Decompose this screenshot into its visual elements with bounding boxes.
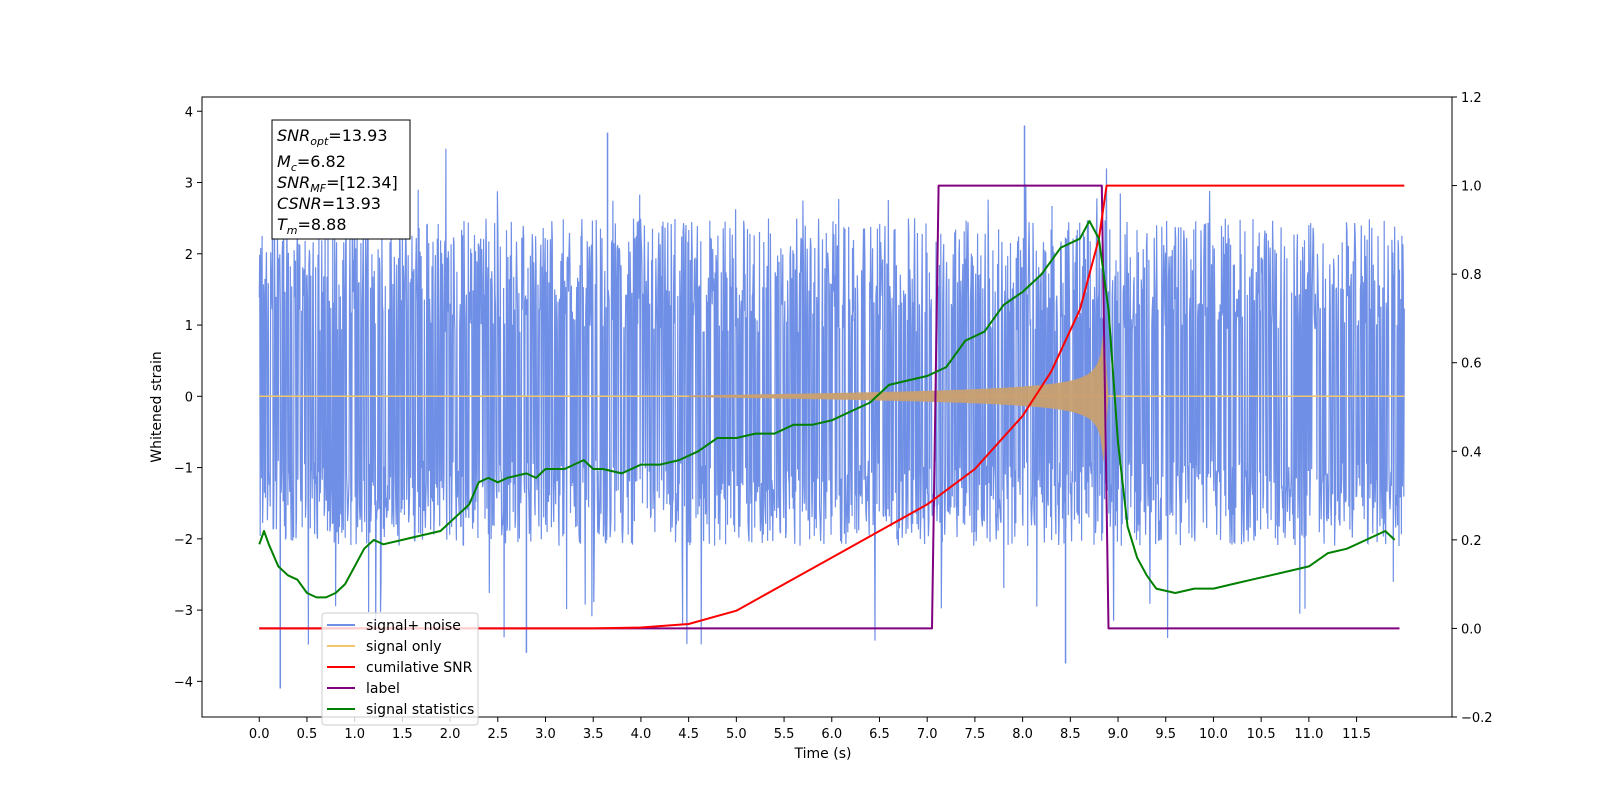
signal-statistics-line xyxy=(258,220,1396,599)
y-right-tick-label: 1.2 xyxy=(1461,91,1482,106)
x-tick-label: 1.5 xyxy=(392,727,413,742)
legend-label-signal-only: signal only xyxy=(366,639,441,655)
x-tick-label: 11.0 xyxy=(1294,727,1323,742)
y-left-tick-label: 3 xyxy=(185,177,193,192)
legend-box xyxy=(321,612,479,726)
x-tick-label: 2.5 xyxy=(487,727,508,742)
y-right-tick-label: 0.8 xyxy=(1461,268,1482,283)
y-right-tick-label: 0.4 xyxy=(1461,445,1482,460)
x-tick-label: 10.5 xyxy=(1247,727,1276,742)
legend-entry-cumulative-snr: cumilative SNR xyxy=(327,660,473,676)
x-tick-label: 9.5 xyxy=(1155,727,1176,742)
x-tick-label: 0.5 xyxy=(297,727,318,742)
annotation-csnr: CSNR=13.93 xyxy=(277,194,381,213)
annotation-snr-opt: SNRopt=13.93 xyxy=(277,126,388,148)
x-tick-label: 7.0 xyxy=(917,727,938,742)
legend-entry-signal-statistics: signal statistics xyxy=(327,702,474,718)
signal-noise-series xyxy=(258,125,1405,689)
annotation-mc: Mc=6.82 xyxy=(277,152,346,174)
cumulative-snr-line xyxy=(259,184,1405,630)
annotation-tm: Tm=8.88 xyxy=(277,215,347,237)
y-axis-right-ticks: 1.2 1.0 0.8 0.6 0.4 0.2 0.0 −0.2 xyxy=(1452,91,1493,726)
x-tick-label: 9.0 xyxy=(1108,727,1129,742)
signal-chirp xyxy=(688,328,1109,463)
plot-area xyxy=(258,125,1405,689)
y-left-tick-label: −2 xyxy=(174,533,193,548)
y-right-tick-label: 0.2 xyxy=(1461,534,1482,549)
y-left-tick-label: 1 xyxy=(185,319,193,334)
x-tick-label: 5.0 xyxy=(726,727,747,742)
legend-entry-label: label xyxy=(327,681,400,697)
legend: signal+ noise signal only cumilative SNR… xyxy=(321,612,479,726)
y-right-tick-label: 0.6 xyxy=(1461,357,1482,372)
x-tick-label: 4.5 xyxy=(678,727,699,742)
x-tick-label: 6.0 xyxy=(821,727,842,742)
y-left-tick-label: −1 xyxy=(174,462,193,477)
y-left-tick-label: 0 xyxy=(185,390,193,405)
annotation-snr-mf: SNRMF=[12.34] xyxy=(277,173,398,195)
x-tick-label: 4.0 xyxy=(631,727,652,742)
legend-entry-signal-noise: signal+ noise xyxy=(327,618,461,634)
x-tick-label: 11.5 xyxy=(1342,727,1371,742)
y-right-tick-label: 0.0 xyxy=(1461,622,1482,637)
signal-only-series xyxy=(259,328,1405,463)
y-left-tick-label: 4 xyxy=(185,105,193,120)
y-left-tick-label: 2 xyxy=(185,248,193,263)
x-tick-label: 3.5 xyxy=(583,727,604,742)
x-tick-label: 3.0 xyxy=(535,727,556,742)
legend-entry-signal-only: signal only xyxy=(327,639,441,655)
x-tick-label: 8.5 xyxy=(1060,727,1081,742)
x-tick-label: 0.0 xyxy=(249,727,270,742)
x-tick-label: 2.0 xyxy=(440,727,461,742)
y-left-tick-label: −4 xyxy=(174,675,193,690)
x-tick-label: 7.5 xyxy=(965,727,986,742)
x-tick-label: 6.5 xyxy=(869,727,890,742)
legend-label-label: label xyxy=(366,681,400,697)
x-tick-label: 5.5 xyxy=(774,727,795,742)
x-axis-ticks: 0.0 0.5 1.0 1.5 2.0 2.5 3.0 3.5 4.0 4.5 5.0 5.5 6.0 6… xyxy=(249,717,1371,742)
y-left-tick-label: −3 xyxy=(174,604,193,619)
legend-label-cumulative-snr: cumilative SNR xyxy=(366,660,473,676)
y-right-tick-label: 1.0 xyxy=(1461,180,1482,195)
y-axis-left-ticks: 4 3 2 1 0 −1 −2 −3 −4 xyxy=(174,105,202,690)
legend-label-signal-noise: signal+ noise xyxy=(366,618,461,634)
y-axis-label: Whitened strain xyxy=(149,351,165,462)
noise-line xyxy=(258,148,1405,645)
x-tick-label: 10.0 xyxy=(1199,727,1228,742)
overlay-lines xyxy=(258,184,1405,630)
x-axis-label: Time (s) xyxy=(794,746,852,762)
stats-annotation: SNRopt=13.93 Mc=6.82 SNRMF=[12.34] CSNR=… xyxy=(271,119,411,240)
axes-frame xyxy=(201,96,1453,718)
y-right-tick-label: −0.2 xyxy=(1461,711,1493,726)
legend-label-signal-statistics: signal statistics xyxy=(366,702,474,718)
label-line xyxy=(259,184,1400,630)
annotation-box xyxy=(271,119,411,240)
x-tick-label: 1.0 xyxy=(344,727,365,742)
x-tick-label: 8.0 xyxy=(1012,727,1033,742)
